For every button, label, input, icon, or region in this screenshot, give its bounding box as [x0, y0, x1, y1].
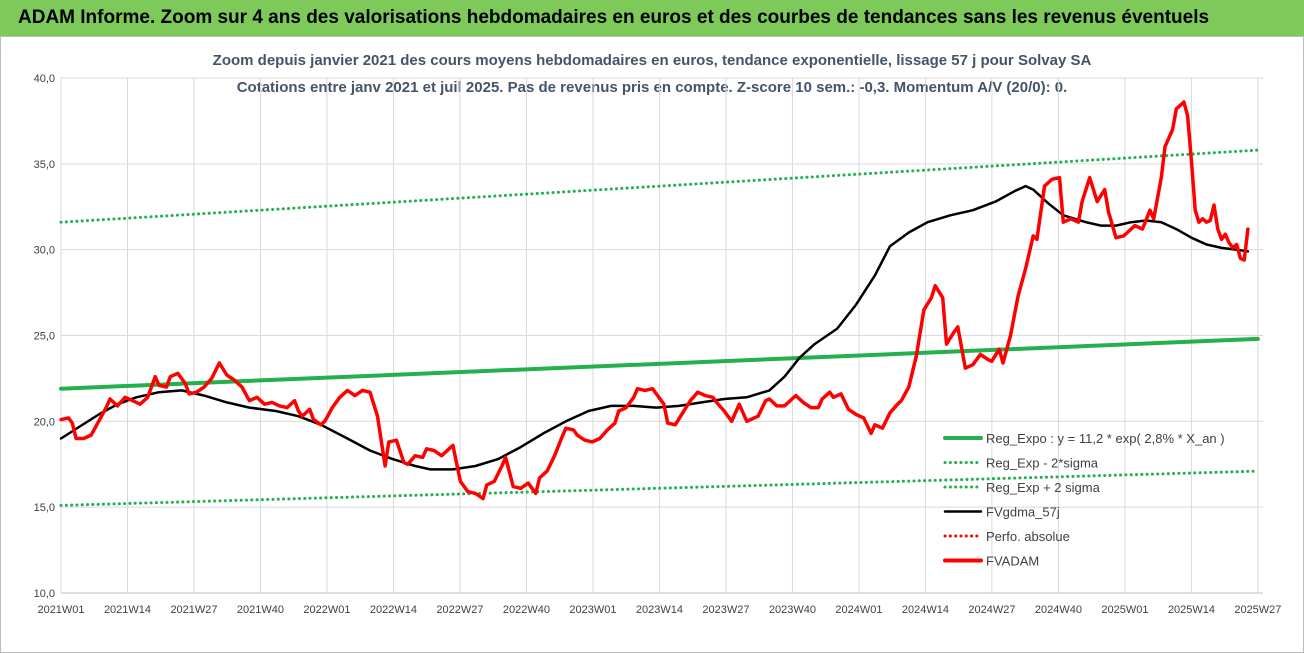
x-tick-label: 2023W14 — [636, 604, 683, 616]
chart-subtitle: Cotations entre janv 2021 et juil 2025. … — [236, 79, 1068, 96]
x-tick-label: 2025W27 — [1234, 604, 1281, 616]
x-axis-ticks: 2021W01 2021W14 2021W27 2021W40 2022W01 2022W… — [37, 604, 1281, 616]
series-line-2 — [59, 148, 1260, 224]
x-tick-label: 2021W27 — [170, 604, 217, 616]
series-line-5 — [59, 100, 1250, 501]
chart-series — [59, 100, 1260, 507]
legend-label: Perfo. absolue — [986, 529, 1070, 544]
series-line-1 — [59, 469, 1260, 507]
report-banner: ADAM Informe. Zoom sur 4 ans des valoris… — [0, 0, 1304, 36]
y-tick-label: 15,0 — [34, 502, 55, 514]
y-tick-label: 25,0 — [34, 331, 55, 343]
series-line-0 — [59, 336, 1260, 391]
x-tick-label: 2024W40 — [1035, 604, 1082, 616]
x-tick-label: 2021W14 — [104, 604, 151, 616]
y-tick-label: 10,0 — [34, 588, 55, 600]
x-tick-label: 2022W27 — [436, 604, 483, 616]
x-tick-label: 2025W01 — [1101, 604, 1148, 616]
y-tick-label: 30,0 — [34, 245, 55, 257]
x-tick-label: 2021W40 — [237, 604, 284, 616]
x-tick-label: 2022W40 — [503, 604, 550, 616]
chart-title: Zoom depuis janvier 2021 des cours moyen… — [212, 52, 1092, 69]
legend-label: Reg_Exp - 2*sigma — [986, 456, 1099, 471]
series-line-3 — [59, 184, 1250, 471]
y-tick-label: 35,0 — [34, 159, 55, 171]
chart-legend: Reg_Expo : y = 11,2 * exp( 2,8% * X_an )… — [943, 431, 1225, 569]
y-tick-label: 40,0 — [34, 73, 55, 85]
x-tick-label: 2024W14 — [902, 604, 949, 616]
x-tick-label: 2023W40 — [769, 604, 816, 616]
x-tick-label: 2022W01 — [303, 604, 350, 616]
x-tick-label: 2023W01 — [569, 604, 616, 616]
x-tick-label: 2023W27 — [702, 604, 749, 616]
legend-label: FVADAM — [986, 554, 1039, 569]
x-tick-label: 2022W14 — [370, 604, 417, 616]
x-tick-label: 2025W14 — [1168, 604, 1215, 616]
y-axis-ticks: 10,0 15,0 20,0 25,0 30,0 35,0 40,0 — [34, 73, 55, 600]
x-tick-label: 2024W27 — [968, 604, 1015, 616]
legend-label: FVgdma_57j — [986, 505, 1060, 520]
y-tick-label: 20,0 — [34, 416, 55, 428]
legend-label: Reg_Expo : y = 11,2 * exp( 2,8% * X_an ) — [986, 431, 1225, 446]
x-tick-label: 2021W01 — [37, 604, 84, 616]
legend-label: Reg_Exp + 2 sigma — [986, 480, 1101, 495]
x-tick-label: 2024W01 — [835, 604, 882, 616]
chart-grid — [60, 77, 1263, 594]
